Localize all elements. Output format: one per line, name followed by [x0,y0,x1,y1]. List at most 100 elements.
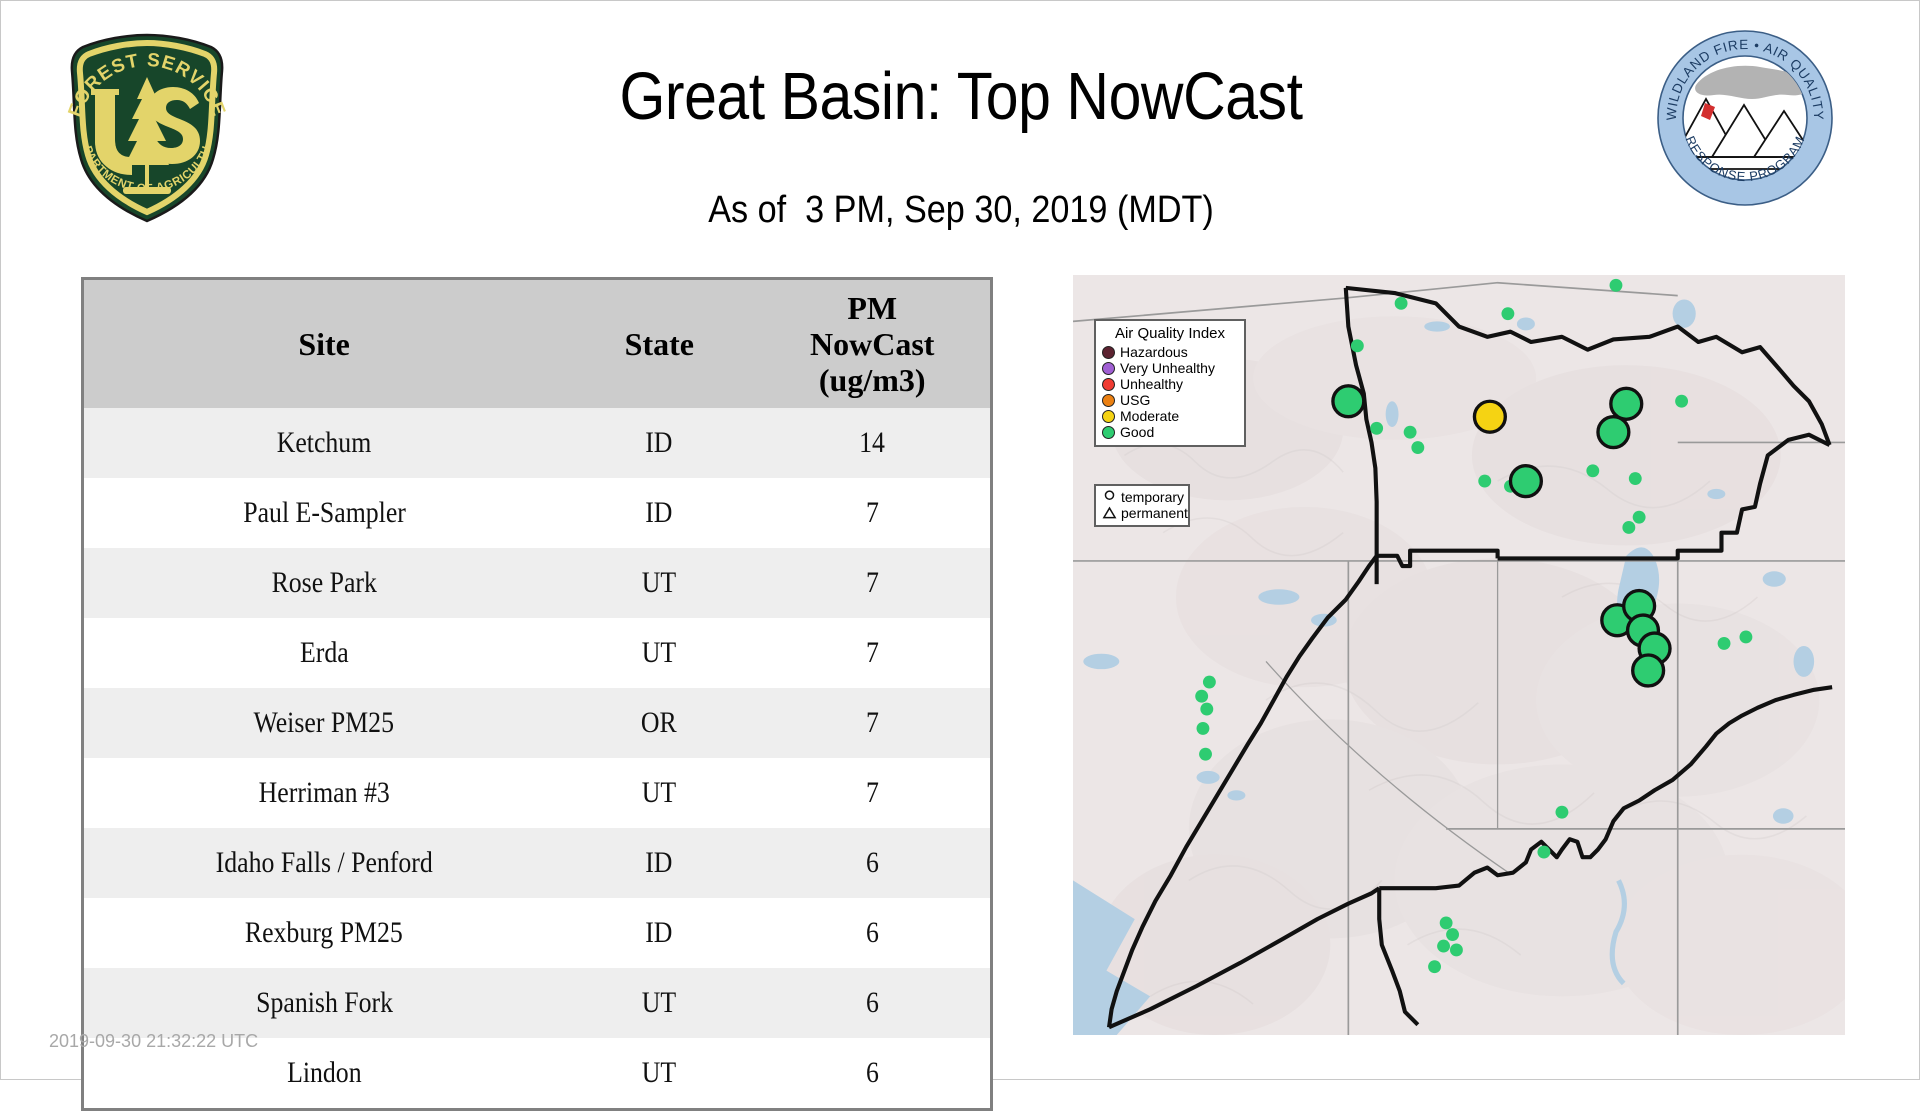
pm-cell: 14 [754,408,990,478]
circle-outline-icon [1104,489,1115,500]
map-marker-minor[interactable] [1739,630,1753,644]
table-head: Site State PM NowCast (ug/m3) [84,280,990,408]
state-cell-text: UT [642,636,677,669]
map-marker-minor[interactable] [1586,464,1600,478]
site-cell-text: Rose Park [271,566,377,599]
table-row[interactable]: Weiser PM25 OR 7 [84,688,990,758]
map-marker-major[interactable] [1596,415,1631,450]
state-cell-text: UT [642,776,677,809]
map-marker-major[interactable] [1472,399,1507,434]
column-header-pm-line3: (ug/m3) [818,362,926,398]
nowcast-table: Site State PM NowCast (ug/m3) Ketchum ID 1… [81,277,993,1111]
usfs-shield-svg: FOREST SERVICE DEPARTMENT OF AGRICULTURE [45,20,228,223]
site-cell-text: Spanish Fork [255,986,393,1019]
aqi-legend-title: Air Quality Index [1114,325,1226,342]
map-marker-minor[interactable] [1195,689,1209,703]
table-header-row: Site State PM NowCast (ug/m3) [84,280,990,408]
table-row[interactable]: Ketchum ID 14 [84,408,990,478]
state-cell: UT [564,618,755,688]
wfaqrp-logo-svg: WILDLAND FIRE • AIR QUALITY RESPONSE PRO… [1657,30,1833,206]
site-cell-text: Weiser PM25 [253,706,395,739]
map-marker-minor[interactable] [1628,472,1642,485]
site-cell-text: Ketchum [276,426,372,459]
map-marker-minor[interactable] [1717,636,1731,650]
site-type-legend: temporary permanent [1094,484,1190,527]
map-marker-minor[interactable] [1622,521,1636,534]
map-marker-major[interactable] [1631,653,1666,688]
map-marker-minor[interactable] [1478,474,1492,488]
triangle-outline-icon [1102,506,1117,518]
generated-timestamp: 2019-09-30 21:32:22 UTC [49,1031,259,1051]
table-row[interactable]: Herriman #3 UT 7 [84,758,990,828]
map-marker-minor[interactable] [1609,278,1623,292]
map-marker-minor[interactable] [1449,943,1463,957]
column-header-site: Site [84,280,565,408]
state-cell-text: ID [645,916,673,949]
pm-cell: 6 [754,1038,990,1108]
aqi-legend-item: Very Unhealthy [1102,360,1238,376]
site-cell: Rexburg PM25 [84,898,565,968]
table-row[interactable]: Paul E-Sampler ID 7 [84,478,990,548]
map-marker-minor[interactable] [1428,960,1441,974]
map-marker-minor[interactable] [1632,510,1646,524]
map-marker-minor[interactable] [1555,805,1569,819]
wildland-fire-air-quality-logo: WILDLAND FIRE • AIR QUALITY RESPONSE PRO… [1656,29,1834,207]
pm-cell-text: 7 [865,496,879,529]
site-cell: Erda [84,618,565,688]
map-marker-minor[interactable] [1196,721,1210,735]
pm-cell: 7 [754,548,990,618]
state-cell-text: ID [645,846,673,879]
table-row[interactable]: Rexburg PM25 ID 6 [84,898,990,968]
table-row[interactable]: Spanish Fork UT 6 [84,968,990,1038]
map-marker-minor[interactable] [1537,845,1551,859]
map-marker-minor[interactable] [1200,702,1214,716]
site-cell-text: Erda [299,636,349,669]
pm-cell-text: 7 [865,566,879,599]
map-marker-minor[interactable] [1675,394,1689,408]
state-cell-text: UT [642,986,677,1019]
aqi-legend-label: Hazardous [1120,344,1188,360]
table-row[interactable]: Rose Park UT 7 [84,548,990,618]
map-marker-major[interactable] [1508,463,1544,499]
map-marker-minor[interactable] [1411,441,1425,455]
map-marker-minor[interactable] [1403,425,1417,439]
map-monitor-markers[interactable] [1195,278,1753,974]
pm-cell-text: 6 [865,916,879,949]
pm-cell-text: 6 [865,986,879,1019]
aqi-swatch-icon [1102,345,1115,359]
map-marker-minor[interactable] [1394,296,1408,310]
site-type-row-temporary: temporary [1102,489,1184,505]
map-state-borders [1106,285,1833,1030]
aqi-swatch-icon [1102,361,1115,375]
pm-cell-text: 6 [865,846,879,879]
map-marker-minor[interactable] [1437,939,1450,953]
state-cell: ID [564,408,755,478]
state-cell: UT [564,548,755,618]
aqi-legend-label: USG [1120,392,1151,408]
table-body: Ketchum ID 14 Paul E-Sampler ID 7 Rose Park UT 7… [84,408,990,1108]
pm-cell: 7 [754,618,990,688]
map-marker-minor[interactable] [1350,339,1364,353]
aqi-legend-label: Good [1120,424,1155,440]
state-cell: ID [564,478,755,548]
nowcast-table-element: Site State PM NowCast (ug/m3) Ketchum ID 1… [84,280,990,1108]
map-marker-minor[interactable] [1199,747,1212,761]
aqi-legend-item: USG [1102,392,1238,408]
aqi-swatch-icon [1102,409,1115,423]
map-marker-minor[interactable] [1501,307,1515,321]
map-marker-minor[interactable] [1446,928,1459,941]
map-marker-minor[interactable] [1439,916,1453,930]
site-cell: Weiser PM25 [84,688,565,758]
map-marker-major[interactable] [1609,386,1644,421]
map-marker-major[interactable] [1331,384,1366,419]
map-marker-minor[interactable] [1202,675,1216,689]
state-cell: ID [564,828,755,898]
table-row[interactable]: Idaho Falls / Penford ID 6 [84,828,990,898]
column-header-pm-line1: PM [847,290,898,326]
aqi-swatch-icon [1102,377,1115,391]
map-marker-minor[interactable] [1370,421,1384,435]
table-row[interactable]: Erda UT 7 [84,618,990,688]
site-cell-text: Rexburg PM25 [245,916,404,949]
aqi-legend-label: Unhealthy [1120,376,1184,392]
pm-cell: 6 [754,968,990,1038]
